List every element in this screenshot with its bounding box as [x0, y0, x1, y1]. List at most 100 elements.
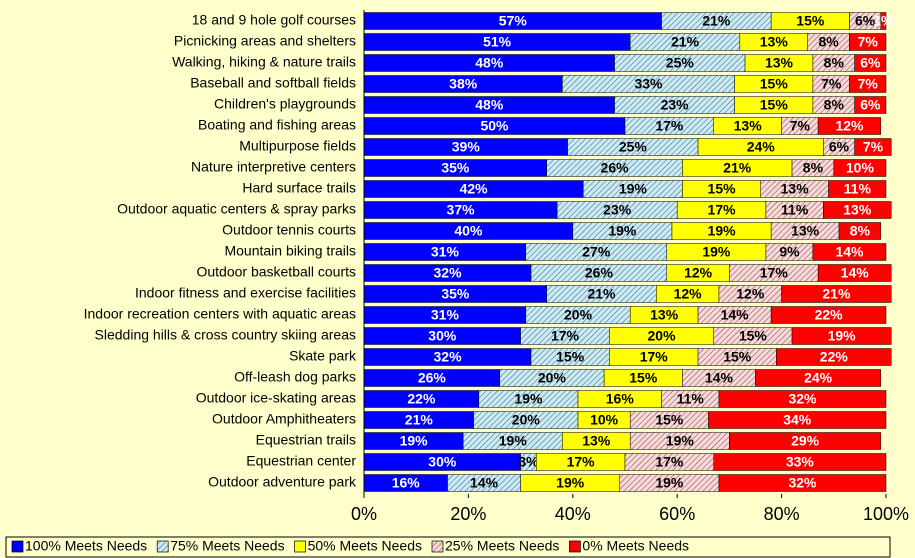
legend-swatch: [156, 540, 169, 553]
value-label: 27%: [582, 244, 611, 260]
value-label: 7%: [858, 34, 879, 50]
value-label: 37%: [447, 202, 476, 218]
value-label: 21%: [702, 13, 731, 29]
value-label: 16%: [606, 391, 635, 407]
value-label: 13%: [734, 118, 763, 134]
category-label: Outdoor Amphitheaters: [212, 411, 356, 427]
x-tick-label: 60%: [659, 504, 695, 524]
value-label: 14%: [470, 475, 499, 491]
value-label: 22%: [820, 349, 849, 365]
value-label: 31%: [431, 307, 460, 323]
category-label: 18 and 9 hole golf courses: [192, 12, 356, 28]
value-label: 13%: [582, 433, 611, 449]
bar-segment: [838, 222, 882, 240]
value-label: 13%: [650, 307, 679, 323]
bar-segment: [854, 96, 887, 114]
value-label: 8%: [803, 160, 824, 176]
value-label: 6%: [829, 139, 850, 155]
value-label: 26%: [601, 160, 630, 176]
bar-segment: [708, 411, 887, 429]
value-label: 21%: [822, 286, 851, 302]
legend-swatch: [431, 540, 444, 553]
value-label: 6%: [855, 13, 876, 29]
bar-segment: [812, 243, 887, 261]
value-label: 17%: [760, 265, 789, 281]
value-label: 17%: [567, 454, 596, 470]
value-label: 13%: [791, 223, 820, 239]
value-label: 23%: [603, 202, 632, 218]
value-label: 38%: [449, 76, 478, 92]
category-label: Skate park: [289, 348, 357, 364]
value-label: 8%: [850, 223, 871, 239]
value-label: 17%: [551, 328, 580, 344]
legend-swatch: [11, 540, 24, 553]
category-label: Outdoor ice-skating areas: [196, 390, 356, 406]
value-label: 17%: [640, 349, 669, 365]
category-label: Equestrian trails: [256, 432, 356, 448]
value-label: 30%: [428, 454, 457, 470]
value-label: 39%: [452, 139, 481, 155]
bar-segment: [776, 348, 892, 366]
bar-segment: [849, 75, 887, 93]
value-label: 51%: [483, 34, 512, 50]
value-label: 32%: [434, 265, 463, 281]
category-label: Mountain biking trails: [224, 243, 356, 259]
category-label: Walking, hiking & nature trails: [172, 54, 356, 70]
bar-segment: [833, 159, 887, 177]
value-label: 20%: [538, 370, 567, 386]
value-label: 10%: [590, 412, 619, 428]
value-label: 29%: [791, 433, 820, 449]
value-label: 7%: [858, 76, 879, 92]
category-label: Indoor fitness and exercise facilities: [135, 285, 356, 301]
value-label: 6%: [860, 97, 881, 113]
value-label: 31%: [431, 244, 460, 260]
value-label: 25%: [666, 55, 695, 71]
value-label: 13%: [765, 55, 794, 71]
value-label: 11%: [844, 181, 872, 197]
bar-segment: [718, 474, 887, 492]
category-label: Outdoor basketball courts: [196, 264, 356, 280]
value-label: 21%: [671, 34, 700, 50]
value-label: 13%: [760, 34, 789, 50]
bar-segment: [817, 117, 882, 135]
value-label: 21%: [587, 286, 616, 302]
bar-segment: [713, 453, 887, 471]
value-label: 35%: [441, 160, 470, 176]
category-label: Boating and fishing areas: [198, 117, 356, 133]
value-label: 19%: [655, 475, 684, 491]
legend-box: [5, 536, 891, 558]
value-label: 15%: [723, 349, 752, 365]
value-label: 30%: [428, 328, 457, 344]
value-label: 26%: [585, 265, 614, 281]
value-label: 19%: [514, 391, 543, 407]
category-label: Outdoor adventure park: [208, 474, 357, 490]
value-label: 6%: [860, 55, 881, 71]
value-label: 23%: [661, 97, 690, 113]
category-label: Multipurpose fields: [239, 138, 356, 154]
category-label: Sledding hills & cross country skiing ar…: [95, 327, 356, 343]
value-label: 32%: [788, 475, 817, 491]
value-label: 15%: [739, 328, 768, 344]
value-label: 19%: [400, 433, 429, 449]
bar-segment: [755, 369, 882, 387]
value-label: 8%: [824, 55, 845, 71]
bar-segment: [718, 390, 887, 408]
value-label: 24%: [747, 139, 776, 155]
x-tick-label: 0%: [351, 504, 377, 524]
value-label: 15%: [760, 76, 789, 92]
value-label: 35%: [441, 286, 470, 302]
value-label: 11%: [677, 391, 705, 407]
value-label: 8%: [818, 34, 839, 50]
value-label: 19%: [499, 433, 528, 449]
value-label: 21%: [723, 160, 752, 176]
value-label: 9%: [779, 244, 800, 260]
value-label: 22%: [815, 307, 844, 323]
x-tick-label: 20%: [450, 504, 486, 524]
category-label: Baseball and softball fields: [190, 75, 356, 91]
value-label: 19%: [666, 433, 695, 449]
value-label: 12%: [674, 286, 703, 302]
category-label: Outdoor tennis courts: [222, 222, 356, 238]
category-label: Picnicking areas and shelters: [174, 33, 356, 49]
value-label: 48%: [475, 97, 504, 113]
